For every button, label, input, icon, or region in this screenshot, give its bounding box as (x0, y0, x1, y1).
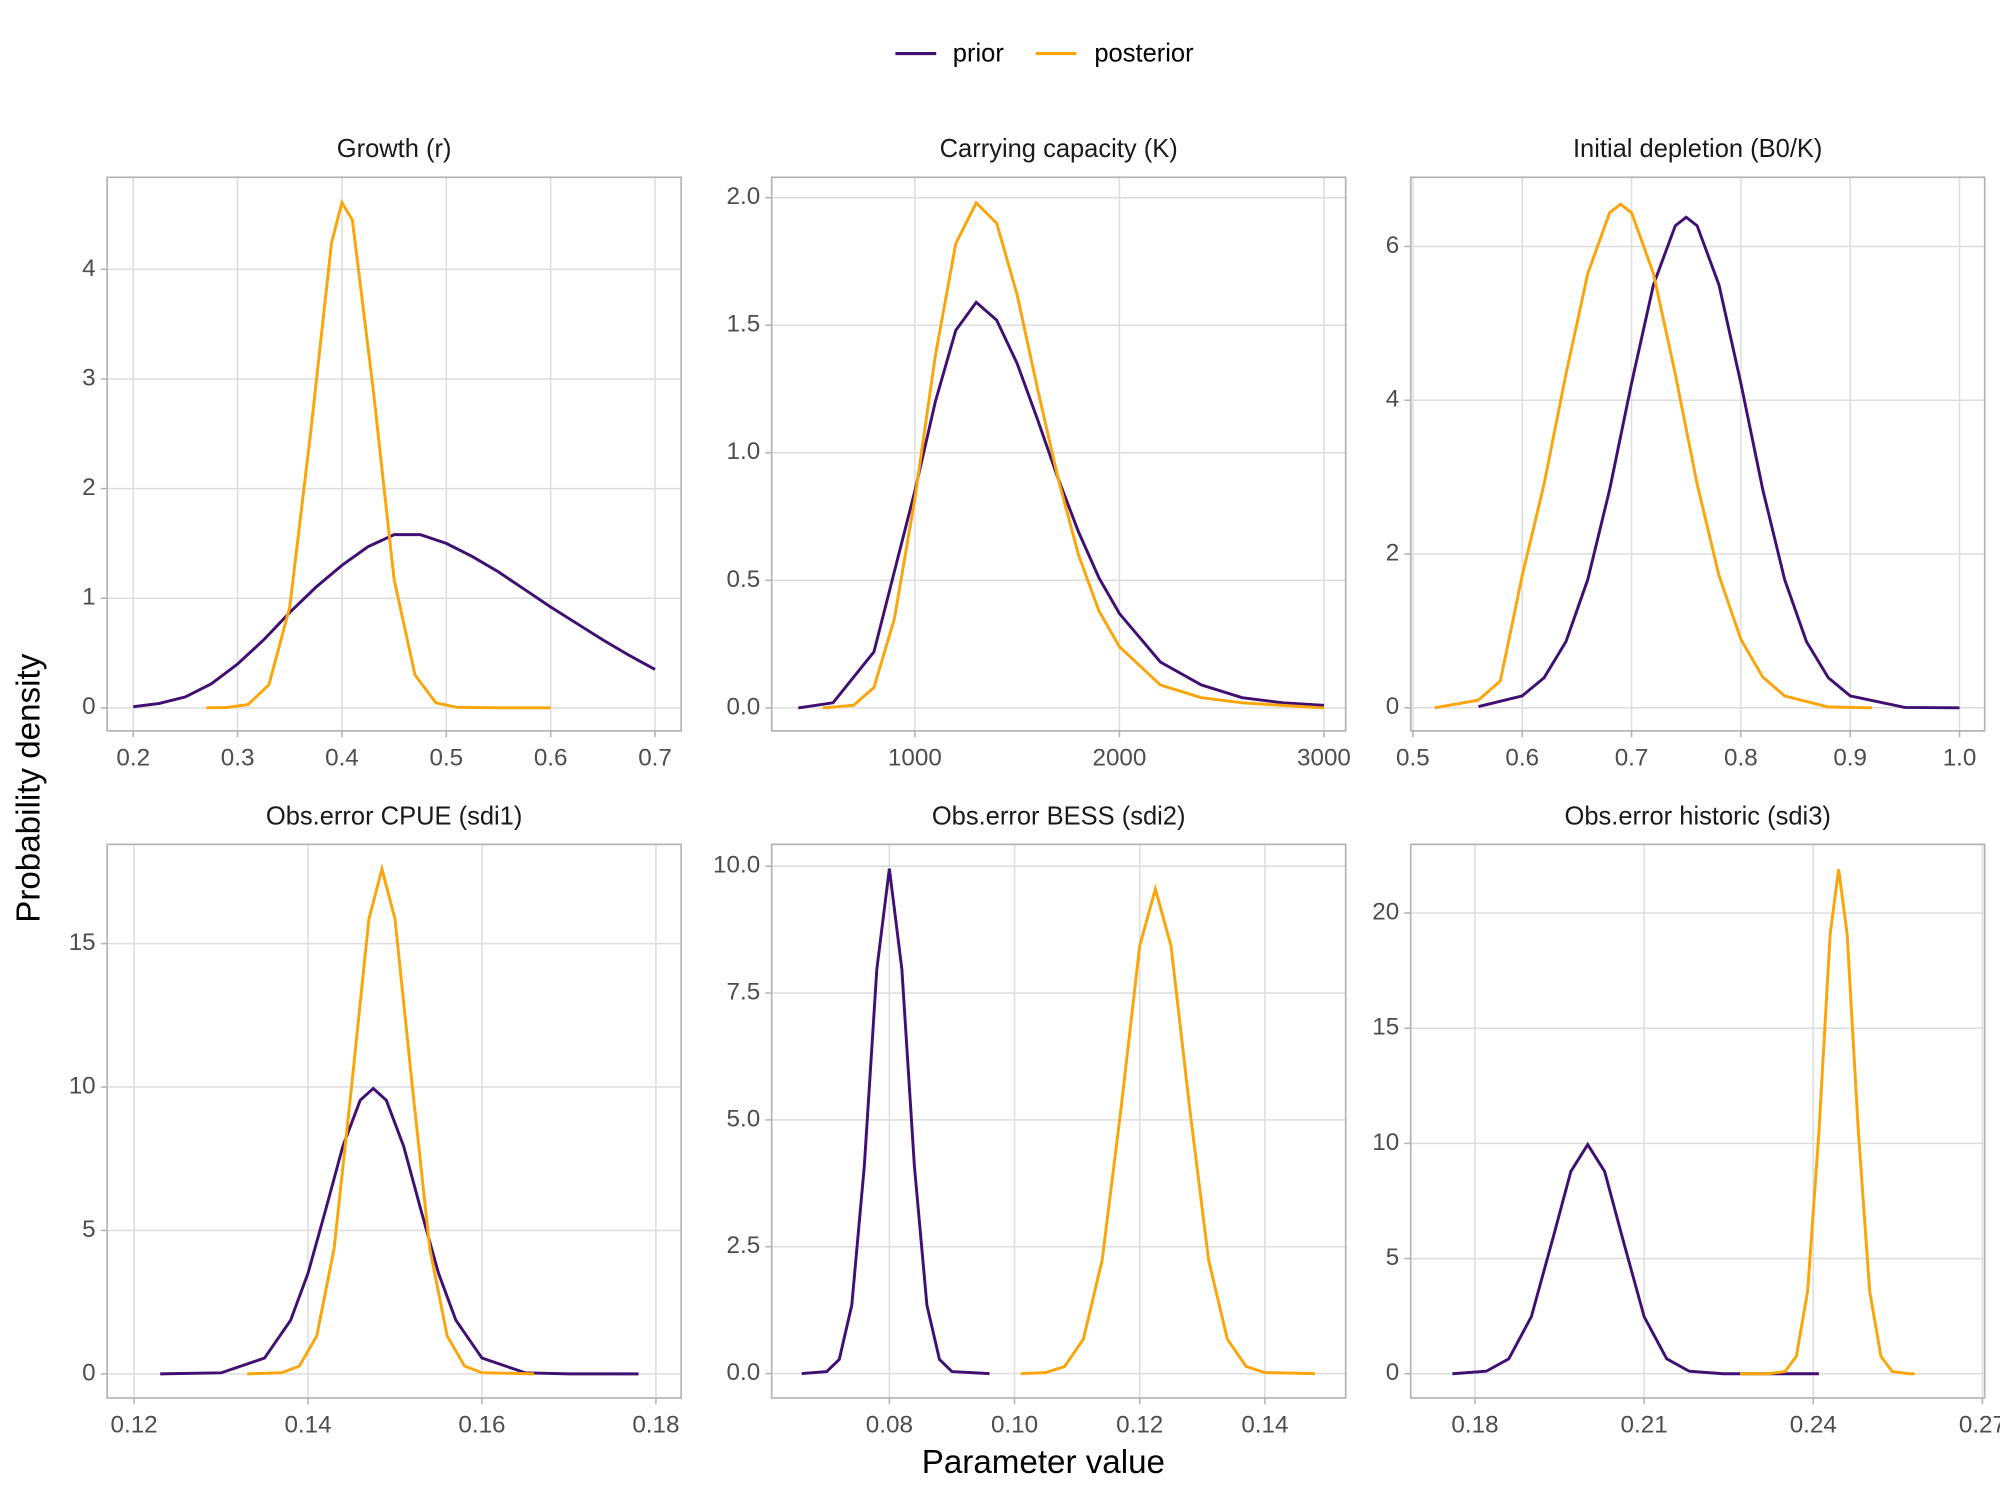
density-line (1434, 202, 1873, 710)
x-tick-label: 0.9 (1833, 744, 1867, 771)
panel: Obs.error BESS (sdi2) 0.0 2.5 5.0 7.5 10.0 0.0… (713, 802, 1347, 1438)
density-line (1452, 1141, 1819, 1376)
density-line (822, 200, 1325, 710)
x-tick-label: 2000 (1092, 744, 1146, 771)
plot-area (160, 863, 639, 1376)
density-line (801, 868, 990, 1376)
y-tick-label: 0 (1386, 1359, 1399, 1386)
panel-title: Carrying capacity (K) (940, 135, 1178, 163)
y-tick-label: 10.0 (713, 852, 760, 879)
panel: Obs.error historic (sdi3) 0 5 10 15 20 0.18 0.2… (1372, 802, 2000, 1438)
panel-title: Obs.error CPUE (sdi1) (266, 802, 522, 830)
density-line (1478, 215, 1960, 710)
x-tick-label: 0.5 (1396, 744, 1430, 771)
x-tick-label: 0.2 (116, 744, 150, 771)
x-tick-label: 0.16 (458, 1411, 505, 1438)
density-line (1739, 869, 1915, 1376)
x-tick-label: 0.6 (534, 744, 568, 771)
y-tick-label: 10 (69, 1072, 96, 1099)
y-tick-label: 5 (82, 1216, 95, 1243)
panel-title: Growth (r) (337, 135, 452, 163)
y-tick-label: 0.0 (727, 1359, 761, 1386)
density-line (206, 198, 551, 710)
y-tick-label: 2.5 (727, 1232, 761, 1259)
x-tick-label: 1000 (888, 744, 942, 771)
plot-area (1434, 202, 1960, 710)
x-tick-label: 0.10 (991, 1411, 1038, 1438)
density-line (160, 1086, 639, 1376)
panel: Initial depletion (B0/K) 0 2 4 6 0.5 0.6 0.7 0.8… (1386, 135, 1986, 771)
panel-title: Obs.error historic (sdi3) (1564, 802, 1830, 830)
density-line (133, 533, 656, 709)
y-tick-label: 20 (1372, 898, 1399, 925)
y-tick-label: 2 (82, 474, 95, 501)
x-tick-label: 0.8 (1724, 744, 1758, 771)
x-tick-label: 0.08 (866, 1411, 913, 1438)
panel: Growth (r) 0 1 2 3 4 0.2 0.3 0.4 0.5 0.6 0.7 (82, 135, 682, 771)
x-tick-label: 3000 (1297, 744, 1351, 771)
x-tick-label: 0.3 (221, 744, 255, 771)
panel-border (1409, 176, 1986, 732)
y-tick-label: 1.5 (727, 311, 761, 338)
x-tick-label: 0.12 (1116, 1411, 1163, 1438)
panel-border (770, 176, 1347, 732)
x-tick-label: 0.12 (111, 1411, 158, 1438)
y-tick-label: 7.5 (727, 978, 761, 1005)
x-tick-label: 0.18 (1451, 1411, 1498, 1438)
panel-border (106, 176, 682, 732)
y-tick-label: 3 (82, 364, 95, 391)
x-tick-label: 0.5 (429, 744, 463, 771)
panel-border (106, 843, 682, 1399)
y-tick-label: 1.0 (727, 438, 761, 465)
panel-title: Obs.error BESS (sdi2) (932, 802, 1186, 830)
y-tick-label: 0.5 (727, 566, 761, 593)
y-tick-label: 4 (82, 255, 95, 282)
y-tick-label: 1 (82, 584, 95, 611)
x-tick-label: 0.14 (284, 1411, 331, 1438)
y-tick-label: 0 (1386, 693, 1399, 720)
panel: Carrying capacity (K) 0.0 0.5 1.0 1.5 2.0 1000… (727, 135, 1351, 771)
y-tick-label: 10 (1372, 1129, 1399, 1156)
density-line (247, 863, 535, 1376)
x-tick-label: 0.27 (1959, 1411, 2000, 1438)
y-tick-label: 4 (1386, 386, 1399, 413)
x-tick-label: 0.4 (325, 744, 359, 771)
panel-title: Initial depletion (B0/K) (1573, 135, 1822, 163)
density-line (798, 300, 1325, 710)
plot-area (133, 198, 656, 710)
y-tick-label: 0.0 (727, 693, 761, 720)
y-tick-label: 6 (1386, 232, 1399, 259)
legend-label: prior (953, 40, 1005, 68)
y-axis-title: Probability density (10, 653, 47, 922)
y-tick-label: 15 (1372, 1014, 1399, 1041)
y-tick-label: 2.0 (727, 183, 761, 210)
y-tick-label: 5 (1386, 1244, 1399, 1271)
y-tick-label: 0 (82, 693, 95, 720)
x-tick-label: 0.18 (632, 1411, 679, 1438)
x-tick-label: 0.24 (1790, 1411, 1837, 1438)
figure-body: Parameter value Probability density prio… (10, 40, 2000, 1481)
x-axis-title: Parameter value (922, 1444, 1165, 1481)
y-tick-label: 15 (69, 929, 96, 956)
plot-area (801, 868, 1316, 1376)
legend-label: posterior (1094, 40, 1194, 68)
density-line (1020, 883, 1316, 1376)
x-tick-label: 0.7 (638, 744, 672, 771)
x-tick-label: 0.7 (1615, 744, 1649, 771)
x-tick-label: 0.14 (1241, 1411, 1288, 1438)
x-tick-label: 0.6 (1505, 744, 1539, 771)
plot-area (1452, 869, 1915, 1376)
x-tick-label: 1.0 (1943, 744, 1977, 771)
y-tick-label: 0 (82, 1359, 95, 1386)
plot-area (798, 200, 1325, 710)
panel: Obs.error CPUE (sdi1) 0 5 10 15 0.12 0.14 0.16 0… (69, 802, 682, 1438)
y-tick-label: 5.0 (727, 1105, 761, 1132)
panel-border (770, 843, 1347, 1399)
x-tick-label: 0.21 (1621, 1411, 1668, 1438)
panel-border (1409, 843, 1986, 1399)
y-tick-label: 2 (1386, 539, 1399, 566)
